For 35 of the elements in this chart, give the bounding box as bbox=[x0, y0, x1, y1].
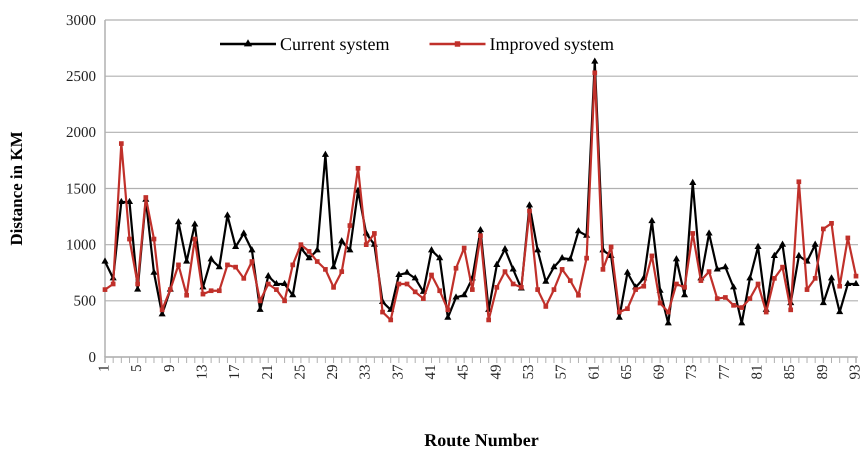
x-tick-label: 93 bbox=[848, 364, 864, 380]
x-tick-label: 41 bbox=[423, 364, 440, 380]
x-tick-label: 21 bbox=[260, 364, 276, 380]
x-tick-label: 69 bbox=[652, 364, 668, 380]
x-tick-label: 37 bbox=[390, 364, 406, 380]
x-tick-label: 17 bbox=[227, 364, 244, 380]
x-tick-label: 49 bbox=[488, 364, 504, 380]
x-tick-label: 81 bbox=[750, 364, 766, 380]
x-tick-label: 25 bbox=[292, 364, 308, 380]
x-tick-label: 53 bbox=[520, 364, 537, 380]
x-tick-label: 9 bbox=[162, 364, 178, 372]
x-tick-label: 5 bbox=[129, 364, 146, 372]
x-tick-label: 33 bbox=[358, 364, 374, 380]
x-tick-label: 65 bbox=[618, 364, 635, 380]
x-tick-label: 77 bbox=[716, 364, 733, 380]
x-axis-title: Route Number bbox=[424, 430, 539, 450]
y-tick-label: 0 bbox=[88, 350, 96, 366]
legend-label: Current system bbox=[280, 34, 390, 54]
x-tick-label: 29 bbox=[325, 364, 342, 380]
x-tick-label: 13 bbox=[194, 364, 210, 380]
y-tick-label: 500 bbox=[74, 294, 96, 310]
y-tick-label: 3000 bbox=[66, 12, 96, 29]
legend-label: Improved system bbox=[490, 34, 614, 54]
x-tick-label: 61 bbox=[586, 364, 602, 380]
x-tick-label: 73 bbox=[684, 364, 700, 380]
y-axis-title: Distance in KM bbox=[7, 131, 26, 246]
y-tick-label: 2000 bbox=[66, 125, 96, 142]
y-tick-label: 2500 bbox=[66, 68, 96, 85]
x-tick-label: 1 bbox=[96, 364, 112, 372]
x-tick-label: 45 bbox=[456, 364, 472, 380]
y-tick-label: 1000 bbox=[66, 237, 96, 254]
x-tick-label: 89 bbox=[814, 364, 831, 380]
y-tick-label: 1500 bbox=[66, 181, 96, 198]
x-tick-label: 85 bbox=[782, 364, 798, 380]
x-tick-label: 57 bbox=[554, 364, 570, 380]
